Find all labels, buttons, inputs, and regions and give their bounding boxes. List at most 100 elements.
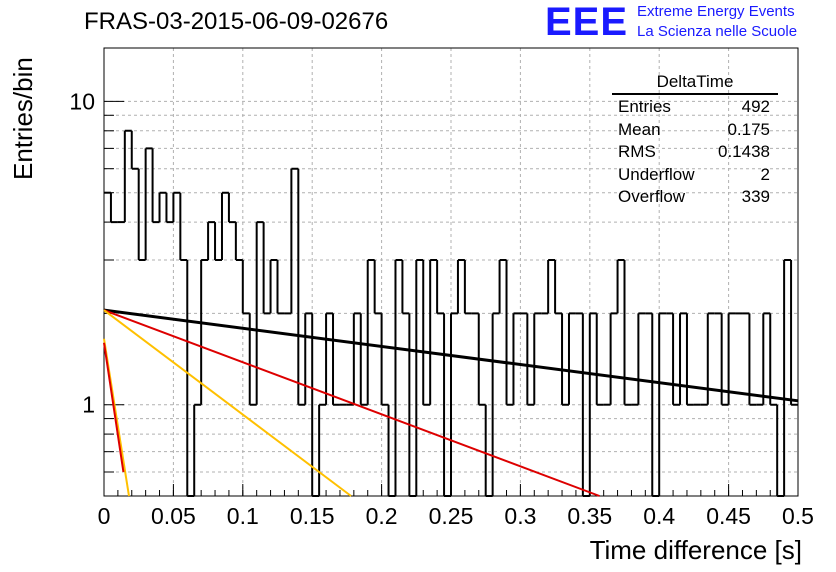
- fit-curve: [103, 309, 600, 497]
- histogram-bin: [387, 404, 396, 497]
- y-tick-label: 1: [82, 392, 95, 418]
- histogram-bin: [325, 312, 334, 405]
- x-tick-label: 0.3: [504, 503, 536, 529]
- histogram-bin: [373, 259, 382, 315]
- histogram-bin: [359, 313, 368, 406]
- histogram-bin: [248, 313, 257, 406]
- stats-title: DeltaTime: [612, 72, 778, 95]
- x-tick-label: 0.2: [366, 503, 398, 529]
- histogram-bin: [207, 221, 216, 260]
- histogram-bin: [380, 313, 389, 406]
- stats-label: Entries: [618, 97, 671, 116]
- histogram-bin: [672, 313, 681, 406]
- histogram-bin: [123, 129, 132, 223]
- histogram-bin: [685, 313, 694, 406]
- histogram-bin: [220, 191, 229, 260]
- histogram-bin: [422, 259, 431, 406]
- histogram-bin: [318, 403, 327, 496]
- histogram-bin: [526, 313, 535, 406]
- fit-curve: [103, 342, 125, 473]
- histogram-bin: [658, 312, 667, 496]
- histogram-bin: [762, 312, 771, 405]
- histogram-bin: [255, 221, 264, 405]
- histogram-bin: [769, 313, 778, 406]
- histogram-bin: [130, 130, 139, 170]
- histogram-bin: [443, 313, 451, 497]
- stats-row-entries: Entries 492: [612, 96, 778, 119]
- histogram-bin: [165, 192, 174, 224]
- histogram-bin: [616, 258, 625, 314]
- histogram-bin: [227, 192, 236, 224]
- histogram-bin: [394, 258, 403, 496]
- x-tick-label: 0.05: [151, 503, 196, 529]
- histogram-bin: [304, 312, 313, 405]
- histogram-bin: [748, 313, 757, 406]
- histogram-bin: [554, 259, 563, 315]
- histogram-bin: [401, 259, 410, 315]
- histogram-bin: [637, 312, 646, 405]
- histogram-bin: [109, 192, 118, 224]
- stats-value: 0.175: [727, 119, 770, 139]
- histogram-bin: [214, 222, 222, 261]
- histogram-bin: [783, 258, 792, 496]
- stats-label: Underflow: [618, 164, 695, 184]
- histogram-bin: [137, 168, 146, 261]
- histogram-bin: [234, 222, 243, 261]
- y-tick-label: 10: [69, 88, 95, 114]
- fit-curve: [103, 309, 352, 497]
- histogram-bin: [269, 258, 278, 314]
- histogram-bin: [158, 191, 167, 223]
- x-tick-label: 0.4: [643, 503, 675, 529]
- stats-label: Mean: [618, 119, 661, 139]
- stats-value: 492: [741, 97, 770, 116]
- histogram-bin: [151, 148, 160, 224]
- histogram-bin: [352, 312, 361, 405]
- histogram-bin: [609, 312, 618, 405]
- histogram-bin: [498, 258, 507, 314]
- histogram-bin: [456, 258, 465, 314]
- histogram-bin: [588, 312, 597, 496]
- histogram-bin: [463, 259, 472, 315]
- x-tick-label: 0.25: [429, 503, 474, 529]
- x-tick-label: 0: [98, 503, 111, 529]
- histogram-bin: [651, 313, 660, 497]
- histogram-bin: [450, 312, 458, 496]
- logo-line-2: La Scienza nelle Scuole: [637, 23, 798, 40]
- fit-curve: [103, 308, 799, 403]
- histogram-bin: [415, 258, 424, 496]
- histogram-bin: [241, 259, 250, 315]
- histogram-bin: [512, 312, 521, 405]
- histogram-bin: [505, 259, 514, 406]
- histogram-bin: [172, 191, 181, 223]
- stats-label: RMS: [618, 142, 656, 161]
- histogram-bin: [790, 259, 798, 406]
- eee-logo: EEE: [545, 0, 629, 44]
- histogram-bin: [332, 313, 340, 406]
- x-tick-label: 0.45: [706, 503, 751, 529]
- histogram-bin: [276, 259, 285, 315]
- histogram-bin: [290, 167, 299, 314]
- x-axis-label: Time difference [s]: [589, 535, 802, 565]
- histogram-bin: [491, 312, 500, 496]
- histogram-bin: [200, 258, 209, 405]
- stats-value: 339: [741, 187, 770, 206]
- histogram-bin: [179, 192, 188, 261]
- stats-row-rms: RMS 0.1438: [612, 141, 778, 164]
- histogram-bin: [436, 259, 445, 315]
- histogram-bin: [547, 258, 556, 314]
- histogram-bin: [366, 258, 375, 405]
- histogram-bin: [776, 404, 785, 497]
- y-axis-label: Entries/bin: [8, 57, 38, 180]
- histogram-bin: [533, 312, 542, 405]
- x-tick-label: 0.5: [782, 503, 814, 529]
- stats-value: 2: [760, 164, 770, 184]
- histogram-bin: [595, 313, 604, 406]
- stats-value: 0.1438: [718, 142, 770, 161]
- stats-row-underflow: Underflow 2: [612, 164, 778, 187]
- histogram-bin: [186, 259, 195, 497]
- x-tick-label: 0.1: [227, 503, 259, 529]
- histogram-bin: [561, 313, 569, 406]
- run-title: FRAS-03-2015-06-09-02676: [84, 8, 389, 35]
- histogram-bin: [262, 222, 271, 315]
